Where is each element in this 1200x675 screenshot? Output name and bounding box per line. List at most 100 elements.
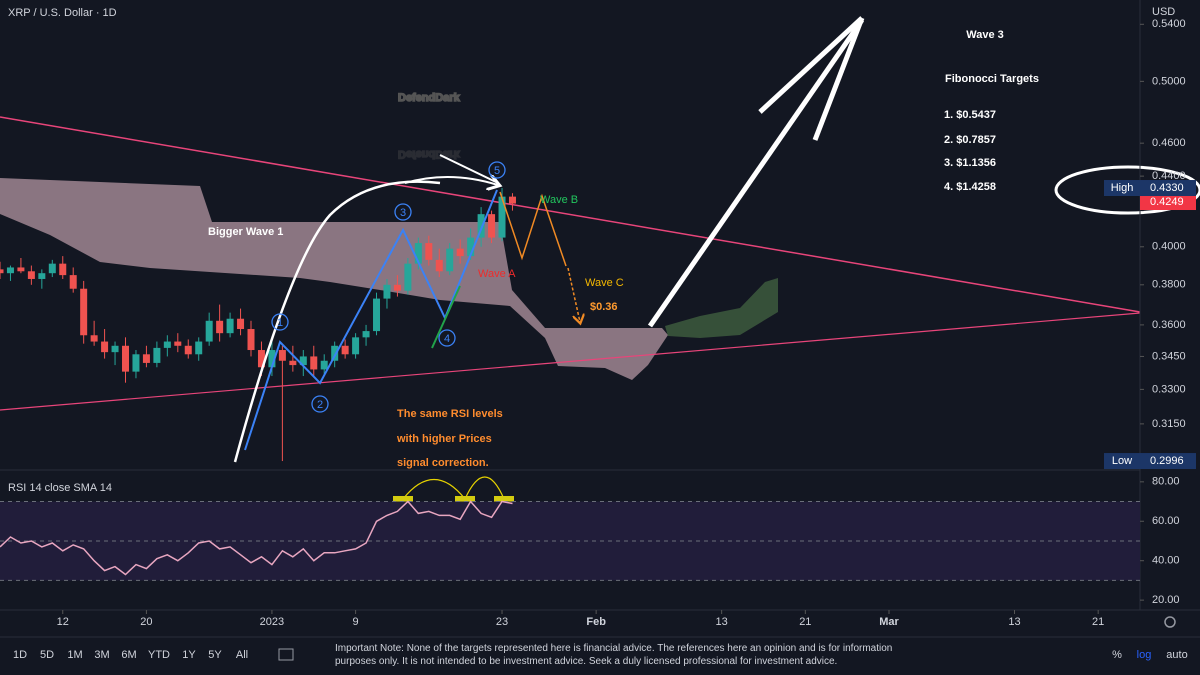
candle-body xyxy=(195,341,203,355)
rsi-highlight xyxy=(402,476,505,500)
scale-option[interactable]: auto xyxy=(1166,649,1187,661)
candle-body xyxy=(184,345,192,355)
range-button[interactable]: 1Y xyxy=(182,649,196,661)
candle-body xyxy=(122,345,130,372)
x-tick-label: Mar xyxy=(879,616,899,628)
price-tag-label: 0.4330 xyxy=(1150,182,1184,194)
range-button[interactable]: 3M xyxy=(94,649,109,661)
candle-body xyxy=(508,196,516,204)
candle-body xyxy=(163,341,171,348)
scale-option[interactable]: log xyxy=(1137,649,1152,661)
price-tag-label: 0.2996 xyxy=(1150,455,1184,467)
range-button[interactable]: 5Y xyxy=(208,649,222,661)
candle-body xyxy=(373,298,381,332)
candle-body xyxy=(268,350,276,368)
price-tag xyxy=(1140,453,1196,470)
x-tick-label: Feb xyxy=(586,616,606,628)
range-button[interactable]: YTD xyxy=(148,649,170,661)
candle-body xyxy=(132,354,140,372)
y-tick-label: 0.4400 xyxy=(1152,170,1186,182)
candle-body xyxy=(404,263,412,291)
candle-body xyxy=(174,341,182,346)
candle-body xyxy=(498,196,506,238)
candle-body xyxy=(289,360,297,366)
x-tick-label: 12 xyxy=(57,616,69,628)
fib-target: 3. $1.1356 xyxy=(944,157,996,169)
disclaimer: Important Note: None of the targets repr… xyxy=(335,643,893,667)
range-button[interactable]: 6M xyxy=(121,649,136,661)
candle-body xyxy=(310,356,318,370)
candle-body xyxy=(0,269,4,274)
candle-body xyxy=(90,335,98,342)
toolbar-bg xyxy=(0,637,1200,675)
x-tick-label: 20 xyxy=(140,616,152,628)
fib-target: 1. $0.5437 xyxy=(944,109,996,121)
y-tick-label: 0.5000 xyxy=(1152,75,1186,87)
x-tick-label: 13 xyxy=(1008,616,1020,628)
candle-body xyxy=(6,267,14,274)
y-tick-label: 0.4000 xyxy=(1152,241,1186,253)
trendline xyxy=(0,116,1141,313)
candle-body xyxy=(216,320,224,334)
candle-body xyxy=(17,267,25,272)
x-tick-label: 13 xyxy=(716,616,728,628)
annotation: Wave A xyxy=(478,268,516,280)
range-button[interactable]: 1D xyxy=(13,649,27,661)
y-tick-label: 0.5400 xyxy=(1152,18,1186,30)
candle-body xyxy=(383,284,391,299)
y-tick-label: 0.3150 xyxy=(1152,418,1186,430)
annotation: Wave B xyxy=(540,194,578,206)
y-tick-label: 0.3800 xyxy=(1152,279,1186,291)
candle-body xyxy=(111,345,119,353)
date-range-icon[interactable] xyxy=(278,648,294,661)
rsi-tick-label: 60.00 xyxy=(1152,515,1180,527)
x-tick-label: 2023 xyxy=(260,616,284,628)
candle-body xyxy=(467,237,475,257)
cloud xyxy=(665,278,778,338)
arrow xyxy=(404,177,498,185)
price-tag-name-bg xyxy=(1104,180,1140,197)
x-tick-label: 21 xyxy=(1092,616,1104,628)
candle-body xyxy=(341,345,349,355)
candle-body xyxy=(414,243,422,264)
range-button[interactable]: 1M xyxy=(67,649,82,661)
x-tick-label: 9 xyxy=(353,616,359,628)
candle-body xyxy=(477,214,485,238)
rsi-highlight xyxy=(455,496,475,503)
watermark: DefendDark xyxy=(398,92,461,104)
range-button[interactable]: 5D xyxy=(40,649,54,661)
candle-body xyxy=(237,318,245,330)
fib-target: 2. $0.7857 xyxy=(944,134,996,146)
wave-number: 5 xyxy=(494,165,500,177)
price-tag-name-bg xyxy=(1104,453,1140,470)
candle-body xyxy=(320,360,328,370)
x-tick-label: 23 xyxy=(496,616,508,628)
price-tag-name: Low xyxy=(1112,455,1132,467)
annotation: Wave 3 xyxy=(966,29,1004,41)
wave-number-circle xyxy=(394,203,412,221)
settings-icon[interactable] xyxy=(1164,616,1176,628)
candle-body xyxy=(362,331,370,338)
candle-body xyxy=(153,347,161,363)
candle-body xyxy=(425,243,433,260)
price-tag-name: High xyxy=(1111,182,1134,194)
y-tick-label: 0.3600 xyxy=(1152,319,1186,331)
candle-body xyxy=(27,271,35,279)
symbol-title: XRP / U.S. Dollar · 1D xyxy=(8,7,117,19)
y-tick-label: 0.4600 xyxy=(1152,137,1186,149)
arrow xyxy=(812,17,865,141)
candle-body xyxy=(38,273,46,279)
x-tick-label: 21 xyxy=(799,616,811,628)
trendline xyxy=(0,312,1141,411)
candle-body xyxy=(205,320,213,342)
last-price-tag xyxy=(1140,194,1196,211)
scale-option[interactable]: % xyxy=(1112,649,1122,661)
candle-body xyxy=(101,341,109,353)
candle-body xyxy=(59,263,67,276)
annotation: Fibonocci Targets xyxy=(945,73,1039,85)
range-button[interactable]: All xyxy=(236,649,248,661)
candle-body xyxy=(142,354,150,363)
rsi-highlight xyxy=(393,496,413,503)
